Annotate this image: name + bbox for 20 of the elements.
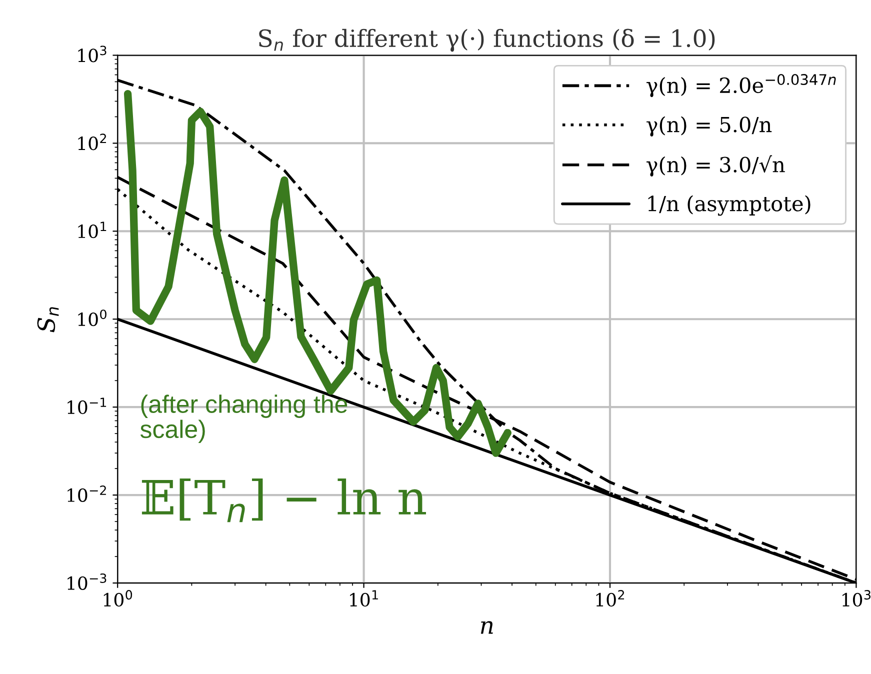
x-tick-label: 10$^{0}$: [104, 590, 132, 607]
legend-label: γ(n) = 5.0/n: [646, 116, 772, 136]
y-tick-label: 10$^{2}$: [78, 134, 106, 150]
x-tick-label: 10$^{2}$: [596, 590, 624, 607]
x-axis-title: n: [480, 621, 493, 634]
y-axis-title: S$_{n}$: [37, 307, 59, 332]
annotation: (after changing the scale): [140, 394, 348, 444]
y-tick-label: 10$^{3}$: [78, 46, 106, 62]
annotation: 𝔼[T$_{n}$] − ln n: [142, 478, 426, 522]
y-tick-label: 10$^{−2}$: [68, 485, 106, 502]
legend-label: γ(n) = 2.0e$^{−0.0347n}$: [646, 74, 836, 98]
legend-label: 1/n (asymptote): [648, 195, 810, 216]
x-tick-label: 10$^{1}$: [350, 590, 378, 607]
y-tick-label: 10$^{0}$: [78, 310, 106, 326]
chart-title: S$_{n}$ for different γ(·) functions (δ = 1.0): [259, 28, 715, 52]
y-tick-label: 10$^{1}$: [78, 222, 106, 238]
legend-label: γ(n) = 3.0/√n: [646, 155, 785, 177]
y-tick-label: 10$^{−3}$: [68, 573, 106, 590]
x-tick-label: 10$^{3}$: [842, 590, 870, 607]
y-tick-label: 10$^{−1}$: [68, 398, 106, 414]
